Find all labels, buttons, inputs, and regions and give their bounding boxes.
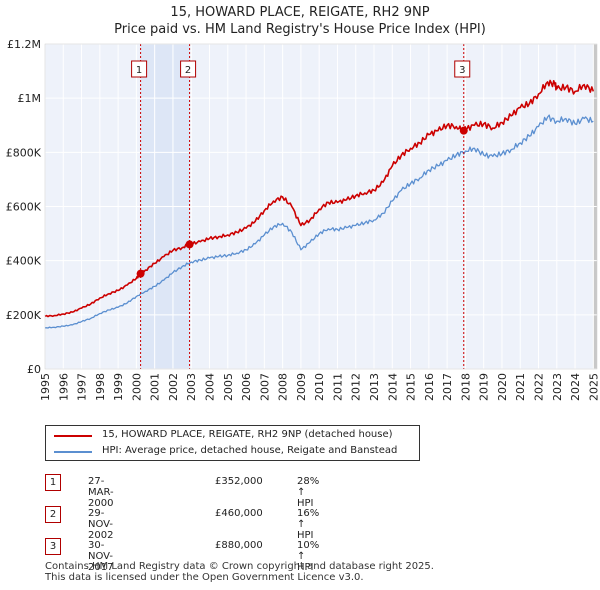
- transaction-badge: [180, 60, 197, 78]
- transaction-badge: [454, 60, 471, 78]
- x-tick-label: 2001: [149, 373, 162, 401]
- y-tick-label: £400K: [6, 255, 42, 268]
- x-tick-label: 2019: [478, 373, 491, 401]
- transaction-marker: 1: [45, 474, 61, 491]
- x-tick-label: 2004: [204, 373, 217, 401]
- x-tick-label: 1996: [57, 373, 70, 401]
- chart-title: 15, HOWARD PLACE, REIGATE, RH2 9NP: [170, 5, 430, 20]
- sale-point: [136, 269, 145, 278]
- x-tick-label: 2016: [423, 373, 436, 401]
- x-tick-label: 2025: [587, 373, 600, 401]
- x-tick-label: 2017: [441, 373, 454, 401]
- x-tick-label: 2012: [350, 373, 363, 401]
- transaction-badge: [131, 60, 148, 78]
- plot-frame: [44, 43, 598, 370]
- y-tick-label: £600K: [6, 201, 42, 214]
- transaction-price: £460,000: [215, 508, 263, 519]
- transaction-date: 27-MAR-2000: [88, 476, 114, 509]
- x-tick-label: 1998: [94, 373, 107, 401]
- x-tick-label: 2007: [258, 373, 271, 401]
- x-tick-label: 2003: [185, 373, 198, 401]
- x-tick-label: 2006: [240, 373, 253, 401]
- transaction-date: 30-NOV-2017: [88, 540, 114, 573]
- legend-label-hpi: HPI: Average price, detached house, Reig…: [102, 445, 398, 456]
- x-tick-label: 2010: [313, 373, 326, 401]
- x-tick-label: 2014: [386, 373, 399, 401]
- y-tick-label: £0: [27, 363, 41, 376]
- transaction-badge-label: 2: [185, 65, 191, 76]
- y-tick-label: £200K: [6, 309, 42, 322]
- chart-subtitle: Price paid vs. HM Land Registry's House …: [114, 22, 486, 37]
- x-tick-label: 2013: [368, 373, 381, 401]
- x-tick-label: 2024: [569, 373, 582, 401]
- hpi-line: [45, 114, 594, 329]
- x-tick-label: 2021: [514, 373, 527, 401]
- x-tick-label: 2000: [130, 373, 143, 401]
- y-tick-label: £1.2M: [7, 38, 41, 51]
- y-tick-label: £800K: [6, 146, 42, 159]
- transaction-price: £352,000: [215, 476, 263, 487]
- x-tick-label: 1995: [39, 373, 52, 401]
- footer-copyright: Contains HM Land Registry data © Crown c…: [45, 561, 434, 572]
- transaction-price: £880,000: [215, 540, 263, 551]
- sale-point: [459, 126, 468, 135]
- transaction-hpi: 10% ↑ HPI: [297, 540, 320, 573]
- transaction-marker: 2: [45, 506, 61, 523]
- legend-swatch-hpi: [54, 451, 92, 453]
- x-tick-label: 2008: [277, 373, 290, 401]
- footer: Contains HM Land Registry data © Crown c…: [45, 561, 434, 583]
- y-tick-label: £1M: [18, 92, 42, 105]
- legend-swatch-property: [54, 435, 92, 437]
- x-tick-label: 1999: [112, 373, 125, 401]
- x-tick-label: 2015: [405, 373, 418, 401]
- transaction-badge-label: 1: [136, 65, 142, 76]
- x-tick-label: 2020: [496, 373, 509, 401]
- x-tick-label: 2023: [551, 373, 564, 401]
- x-tick-label: 2009: [295, 373, 308, 401]
- footer-license: This data is licensed under the Open Gov…: [45, 572, 364, 583]
- x-tick-label: 2002: [167, 373, 180, 401]
- legend-label-property: 15, HOWARD PLACE, REIGATE, RH2 9NP (deta…: [102, 429, 393, 440]
- x-tick-label: 1997: [76, 373, 89, 401]
- transaction-hpi: 16% ↑ HPI: [297, 508, 320, 541]
- transaction-marker: 3: [45, 538, 61, 555]
- price-chart: £0 £200K £400K £600K £800K £1M £1.2M 1995 1996 19…: [6, 38, 600, 401]
- transaction-hpi: 28% ↑ HPI: [297, 476, 320, 509]
- sale-point: [185, 240, 194, 249]
- x-tick-label: 2005: [222, 373, 235, 401]
- x-tick-label: 2018: [459, 373, 472, 401]
- x-tick-label: 2011: [331, 373, 344, 401]
- x-tick-label: 2022: [533, 373, 546, 401]
- legend: 15, HOWARD PLACE, REIGATE, RH2 9NP (deta…: [45, 425, 420, 461]
- transaction-badge-label: 3: [459, 65, 465, 76]
- transaction-date: 29-NOV-2002: [88, 508, 114, 541]
